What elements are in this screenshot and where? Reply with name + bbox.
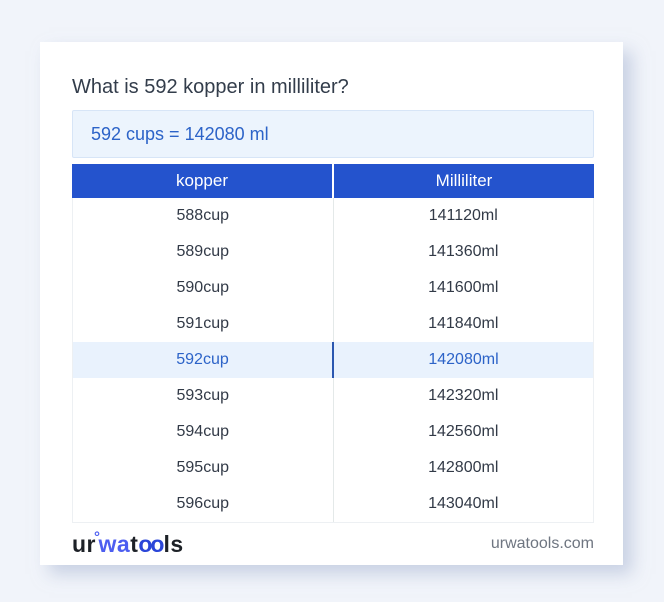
logo-text-t: t [130,530,139,557]
site-logo[interactable]: ur ° wa t oo ls [72,528,184,557]
cell-kopper: 596cup [176,495,230,512]
cell-kopper: 591cup [176,315,230,332]
answer-text: 592 cups = 142080 ml [91,123,269,144]
cell-kopper: 594cup [176,423,230,440]
cell-kopper: 593cup [176,387,230,404]
cell-ml: 142800ml [332,450,594,486]
table-row-highlighted: 592cup 142080ml [73,342,593,378]
table-row: 594cup 142560ml [73,414,593,450]
table-header-kopper: kopper [176,171,228,190]
table-body: 588cup 141120ml 589cup 141360ml 590cup 1… [72,198,594,523]
answer-box: 592 cups = 142080 ml [72,110,594,158]
logo-goggles-icon: oo [138,530,164,557]
cell-ml: 142320ml [332,378,594,414]
table-row: 595cup 142800ml [73,450,593,486]
table-header-milliliter: Milliliter [332,164,594,198]
site-domain: urwatools.com [490,535,594,552]
card: What is 592 kopper in milliliter? 592 cu… [40,42,623,565]
logo-text-ur: ur [72,530,96,557]
page-title: What is 592 kopper in milliliter? [72,76,349,98]
cell-kopper: 588cup [176,207,230,224]
table-row: 590cup 141600ml [73,270,593,306]
table-header-row: kopper Milliliter [72,164,594,198]
table-row: 588cup 141120ml [73,198,593,234]
cell-ml: 142080ml [332,342,593,378]
table-row: 591cup 141840ml [73,306,593,342]
logo-ring-icon: ° [94,528,101,546]
cell-kopper: 592cup [176,351,229,368]
table-row: 596cup 143040ml [73,486,593,522]
cell-ml: 141600ml [332,270,594,306]
footer: ur ° wa t oo ls urwatools.com [72,523,594,565]
cell-kopper: 595cup [176,459,230,476]
cell-ml: 141840ml [332,306,594,342]
logo-text-ls: ls [163,530,184,557]
conversion-table: kopper Milliliter 588cup 141120ml 589cup… [72,164,594,523]
logo-text-wa: wa [98,530,131,557]
table-row: 593cup 142320ml [73,378,593,414]
cell-kopper: 589cup [176,243,230,260]
table-row: 589cup 141360ml [73,234,593,270]
cell-ml: 141120ml [332,198,594,234]
cell-ml: 143040ml [332,486,594,522]
cell-ml: 141360ml [332,234,594,270]
cell-kopper: 590cup [176,279,230,296]
cell-ml: 142560ml [332,414,594,450]
